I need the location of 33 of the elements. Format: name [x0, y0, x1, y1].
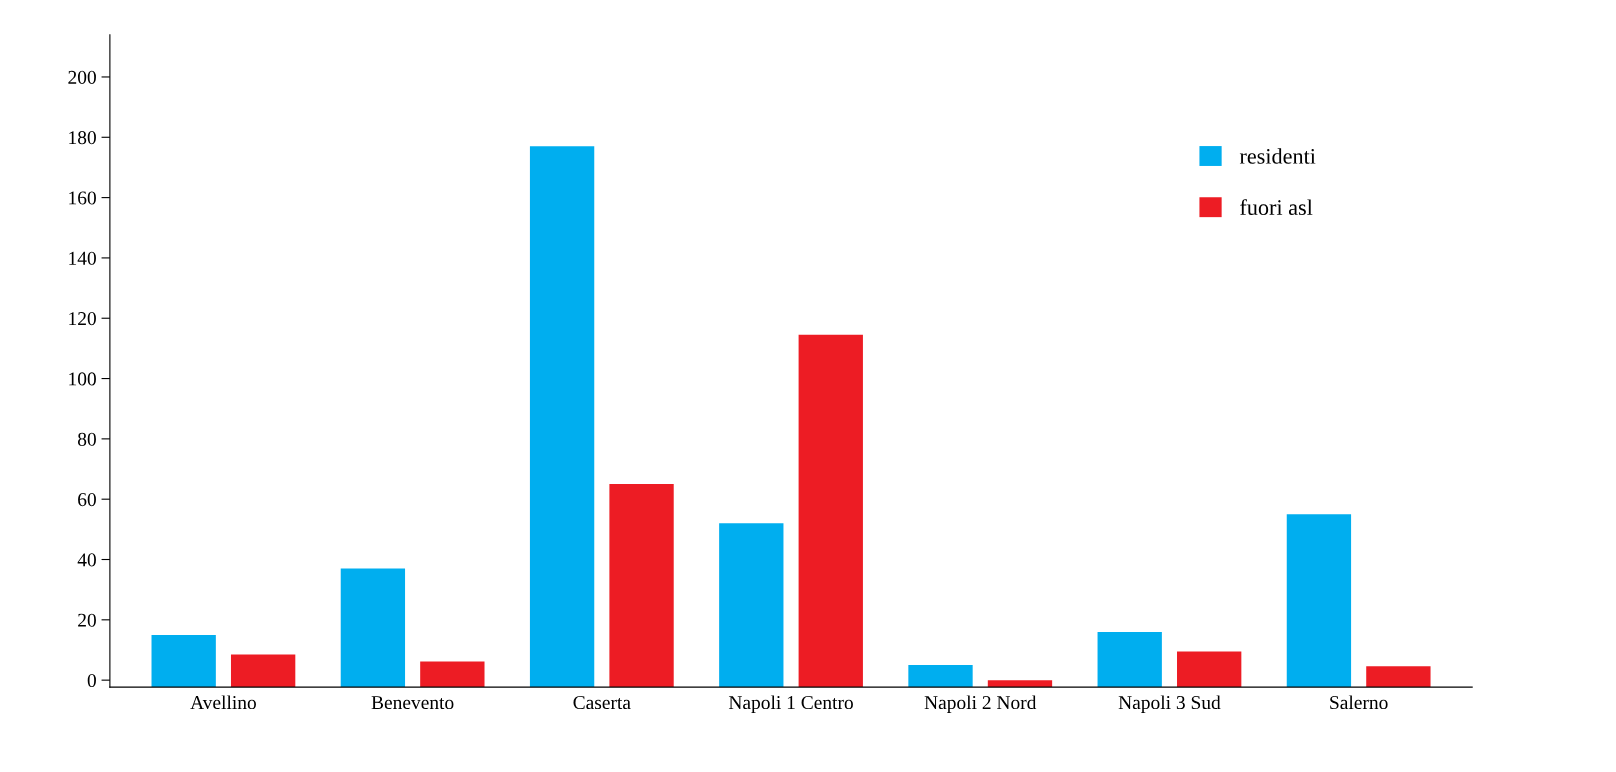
bar [230, 654, 296, 688]
bar [1366, 666, 1431, 688]
x-tick-label: Napoli 1 Centro [728, 695, 853, 714]
bar [798, 334, 863, 688]
y-tick-label: 140 [69, 251, 96, 265]
legend-label: fuori asl [1240, 199, 1313, 216]
x-tick-label: Napoli 3 Sud [1118, 695, 1221, 714]
bar [1286, 514, 1352, 688]
bar [908, 665, 973, 688]
bar [609, 484, 674, 688]
bar [529, 146, 595, 688]
y-tick-label: 0 [87, 673, 96, 688]
bar [1097, 631, 1162, 688]
y-tick-label: 40 [77, 553, 96, 567]
x-tick-label: Benevento [371, 696, 454, 710]
x-tick-label: Caserta [573, 696, 631, 710]
bar [151, 634, 216, 688]
x-tick-label: Avellino [190, 695, 256, 710]
legend-label: residenti [1239, 148, 1316, 164]
y-tick-label: 160 [69, 191, 96, 205]
y-tick-label: 60 [78, 493, 96, 507]
y-tick-label: 180 [69, 131, 96, 145]
y-tick-label: 100 [69, 372, 96, 386]
y-tick-label: 80 [77, 432, 96, 446]
y-tick-label: 200 [68, 70, 96, 84]
x-tick-label: Napoli 2 Nord [924, 695, 1037, 714]
bar [719, 523, 784, 688]
y-tick-label: 20 [78, 613, 96, 627]
bar [340, 568, 406, 688]
bar [420, 661, 485, 688]
bar [1177, 651, 1242, 688]
y-tick-label: 120 [69, 312, 96, 326]
x-tick-label: Salerno [1330, 695, 1388, 710]
